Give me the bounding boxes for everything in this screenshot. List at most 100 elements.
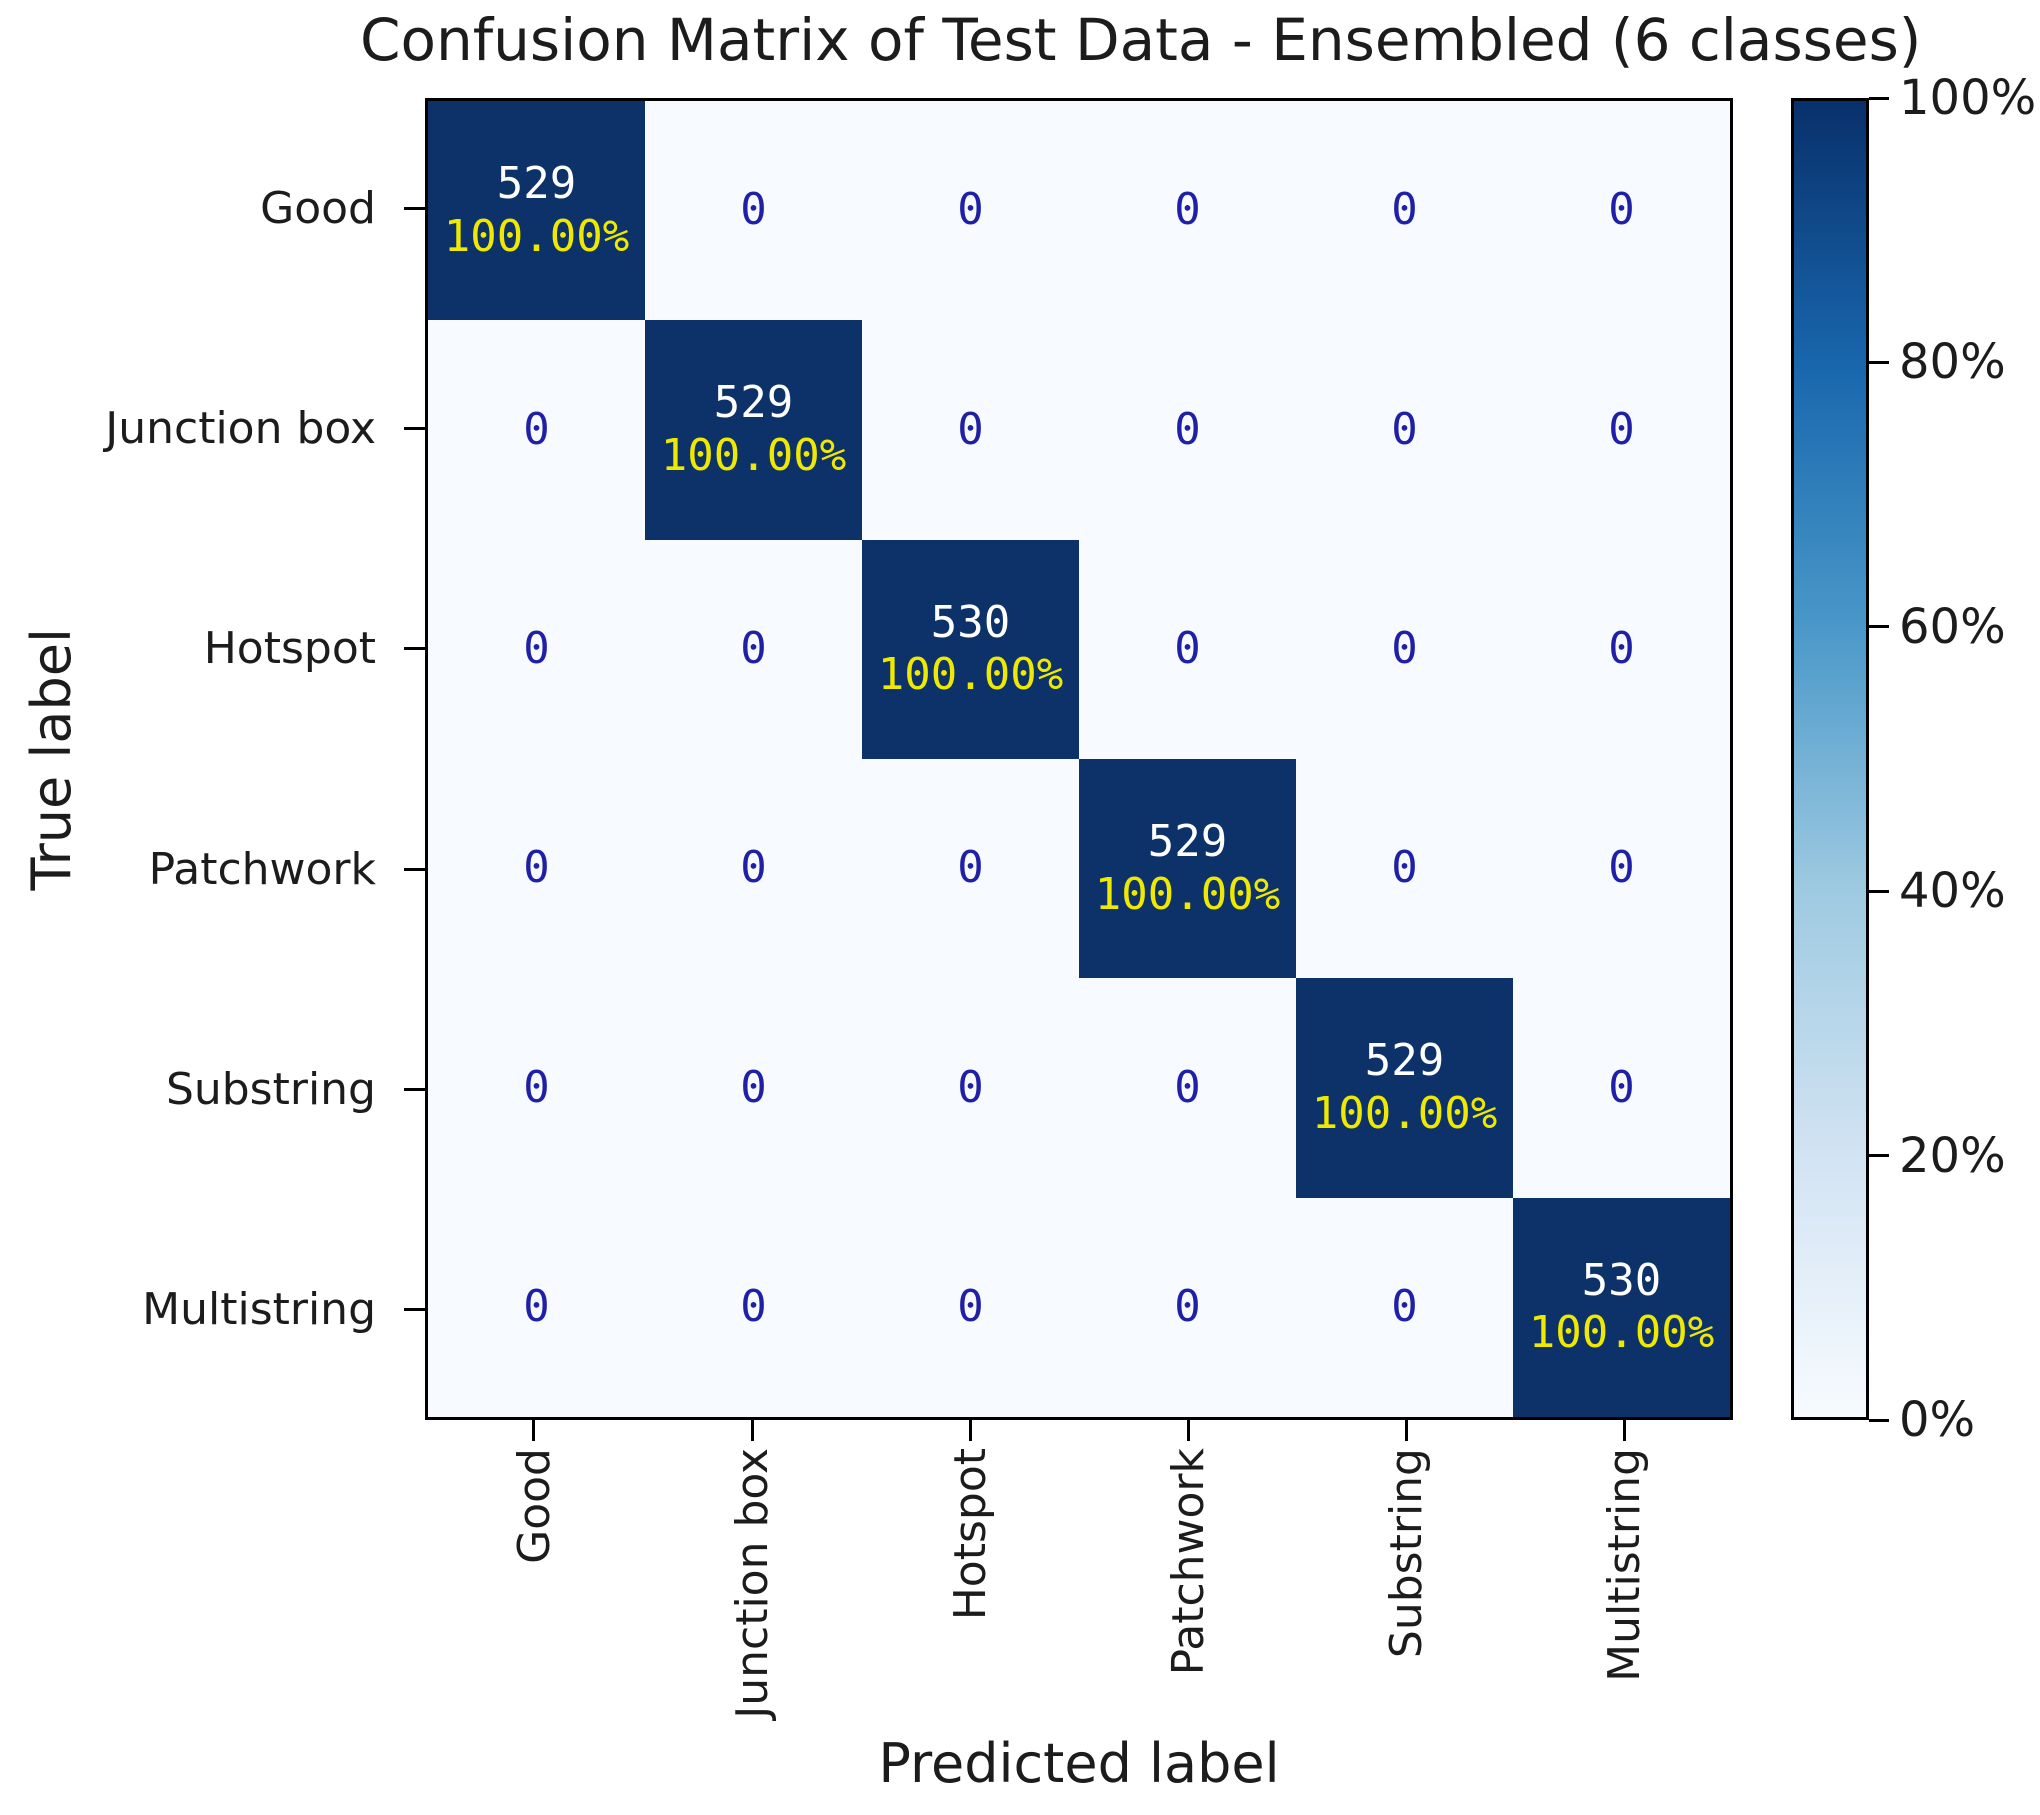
matrix-cell: 0 bbox=[428, 978, 645, 1198]
colorbar-tick-mark bbox=[1869, 1418, 1889, 1422]
cell-count: 0 bbox=[957, 1061, 984, 1113]
cell-count: 0 bbox=[957, 842, 984, 894]
cell-count: 529 bbox=[1364, 1035, 1445, 1087]
matrix-cell: 0 bbox=[1296, 539, 1513, 759]
cell-percent: 100.00% bbox=[1311, 1087, 1498, 1139]
cell-percent: 100.00% bbox=[443, 210, 630, 262]
matrix-cell: 0 bbox=[1513, 758, 1730, 979]
matrix-cell: 0 bbox=[1079, 1197, 1296, 1417]
cell-count: 0 bbox=[1391, 184, 1418, 236]
colorbar-tick-mark bbox=[1869, 625, 1889, 629]
y-tick-mark bbox=[404, 427, 425, 430]
cell-count: 529 bbox=[496, 157, 577, 209]
matrix-cell: 0 bbox=[1296, 1197, 1513, 1417]
x-tick-mark bbox=[1404, 1420, 1408, 1441]
matrix-cell: 0 bbox=[428, 539, 645, 759]
matrix-cell: 0 bbox=[645, 539, 862, 759]
matrix-cell: 0 bbox=[1079, 101, 1296, 321]
y-tick-label: Good bbox=[260, 182, 376, 234]
y-tick-label: Junction box bbox=[105, 402, 376, 454]
matrix-cell: 0 bbox=[428, 1197, 645, 1417]
y-axis-tick-labels: Good Junction box Hotspot Patchwork Substrin… bbox=[0, 98, 392, 1420]
cell-count: 0 bbox=[740, 622, 767, 674]
cell-count: 0 bbox=[957, 403, 984, 455]
matrix-cell-diagonal: 529 100.00% bbox=[1079, 758, 1296, 979]
y-tick-mark bbox=[404, 1088, 425, 1091]
cell-count: 0 bbox=[957, 184, 984, 236]
matrix-cell: 0 bbox=[1296, 101, 1513, 321]
colorbar-tick-label: 60% bbox=[1899, 598, 2006, 655]
x-tick-mark bbox=[750, 1420, 754, 1441]
matrix-cell-diagonal: 530 100.00% bbox=[1513, 1197, 1730, 1417]
cell-count: 0 bbox=[1608, 622, 1635, 674]
colorbar-tick-mark bbox=[1869, 360, 1889, 364]
y-tick-label: Substring bbox=[165, 1063, 376, 1115]
cell-count: 0 bbox=[1391, 1280, 1418, 1332]
x-tick-mark bbox=[1622, 1420, 1626, 1441]
matrix-cell-diagonal: 530 100.00% bbox=[862, 539, 1079, 759]
cell-count: 0 bbox=[740, 1280, 767, 1332]
cell-percent: 100.00% bbox=[1528, 1307, 1715, 1359]
matrix-cell: 0 bbox=[645, 1197, 862, 1417]
cell-count: 0 bbox=[523, 1061, 550, 1113]
matrix-cell: 0 bbox=[862, 1197, 1079, 1417]
cell-count: 0 bbox=[1174, 622, 1201, 674]
x-tick-label: Multistring bbox=[1598, 1448, 1650, 1682]
cell-count: 530 bbox=[1581, 1254, 1662, 1306]
colorbar-tick-label: 20% bbox=[1899, 1127, 2006, 1184]
colorbar-ticks: 100% 80% 60% 40% 20% 0% bbox=[1869, 70, 2040, 1448]
cell-count: 0 bbox=[1391, 403, 1418, 455]
x-tick-cell: Substring bbox=[1297, 1448, 1515, 1748]
colorbar-tick-label: 100% bbox=[1899, 70, 2037, 126]
colorbar-tick-mark bbox=[1869, 96, 1889, 100]
x-tick-cell: Junction box bbox=[643, 1448, 861, 1748]
y-tick-mark bbox=[404, 647, 425, 651]
confusion-matrix-grid: 529 100.00% 0 0 0 0 0 0 529 100.00% 0 0 0 0 0 0 530 100.0… bbox=[425, 98, 1733, 1420]
cell-count: 0 bbox=[523, 622, 550, 674]
colorbar-tick-label: 0% bbox=[1899, 1392, 1976, 1448]
matrix-cell: 0 bbox=[645, 101, 862, 321]
matrix-cell: 0 bbox=[428, 758, 645, 979]
matrix-cell: 0 bbox=[1513, 320, 1730, 540]
matrix-cell: 0 bbox=[862, 978, 1079, 1198]
cell-count: 0 bbox=[523, 1280, 550, 1332]
matrix-cell: 0 bbox=[862, 758, 1079, 979]
matrix-cell: 0 bbox=[1079, 320, 1296, 540]
colorbar-tick-label: 40% bbox=[1899, 863, 2006, 920]
chart-title: Confusion Matrix of Test Data - Ensemble… bbox=[360, 6, 1922, 74]
x-tick-cell: Good bbox=[425, 1448, 643, 1748]
colorbar-tick-label: 80% bbox=[1899, 334, 2006, 391]
colorbar-tick-mark bbox=[1869, 1154, 1889, 1158]
y-tick-label: Multistring bbox=[142, 1284, 376, 1336]
colorbar-gradient bbox=[1791, 98, 1869, 1420]
x-axis-tick-marks bbox=[425, 1420, 1733, 1441]
matrix-cell: 0 bbox=[862, 101, 1079, 321]
x-tick-mark bbox=[968, 1420, 972, 1441]
cell-count: 0 bbox=[740, 184, 767, 236]
y-tick-mark bbox=[404, 206, 425, 210]
x-axis-tick-labels: Good Junction box Hotspot Patchwork Substrin… bbox=[425, 1448, 1733, 1748]
y-tick-mark bbox=[404, 867, 425, 871]
cell-count: 0 bbox=[1174, 1280, 1201, 1332]
matrix-cell-diagonal: 529 100.00% bbox=[1296, 978, 1513, 1198]
cell-count: 0 bbox=[740, 842, 767, 894]
x-tick-label: Patchwork bbox=[1162, 1448, 1214, 1676]
cell-count: 0 bbox=[1174, 1061, 1201, 1113]
cell-percent: 100.00% bbox=[877, 649, 1064, 701]
cell-count: 0 bbox=[740, 1061, 767, 1113]
matrix-cell: 0 bbox=[645, 758, 862, 979]
x-tick-label: Good bbox=[508, 1448, 560, 1564]
cell-count: 529 bbox=[713, 377, 794, 429]
matrix-cell: 0 bbox=[645, 978, 862, 1198]
matrix-cell: 0 bbox=[862, 320, 1079, 540]
matrix-cell: 0 bbox=[1296, 320, 1513, 540]
cell-count: 0 bbox=[1174, 184, 1201, 236]
matrix-cell: 0 bbox=[1079, 978, 1296, 1198]
x-tick-mark bbox=[532, 1420, 536, 1441]
x-tick-label: Hotspot bbox=[944, 1448, 996, 1621]
matrix-cell-diagonal: 529 100.00% bbox=[645, 320, 862, 540]
matrix-cell: 0 bbox=[428, 320, 645, 540]
cell-count: 0 bbox=[1608, 403, 1635, 455]
matrix-cell: 0 bbox=[1513, 539, 1730, 759]
matrix-cell-diagonal: 529 100.00% bbox=[428, 101, 645, 321]
